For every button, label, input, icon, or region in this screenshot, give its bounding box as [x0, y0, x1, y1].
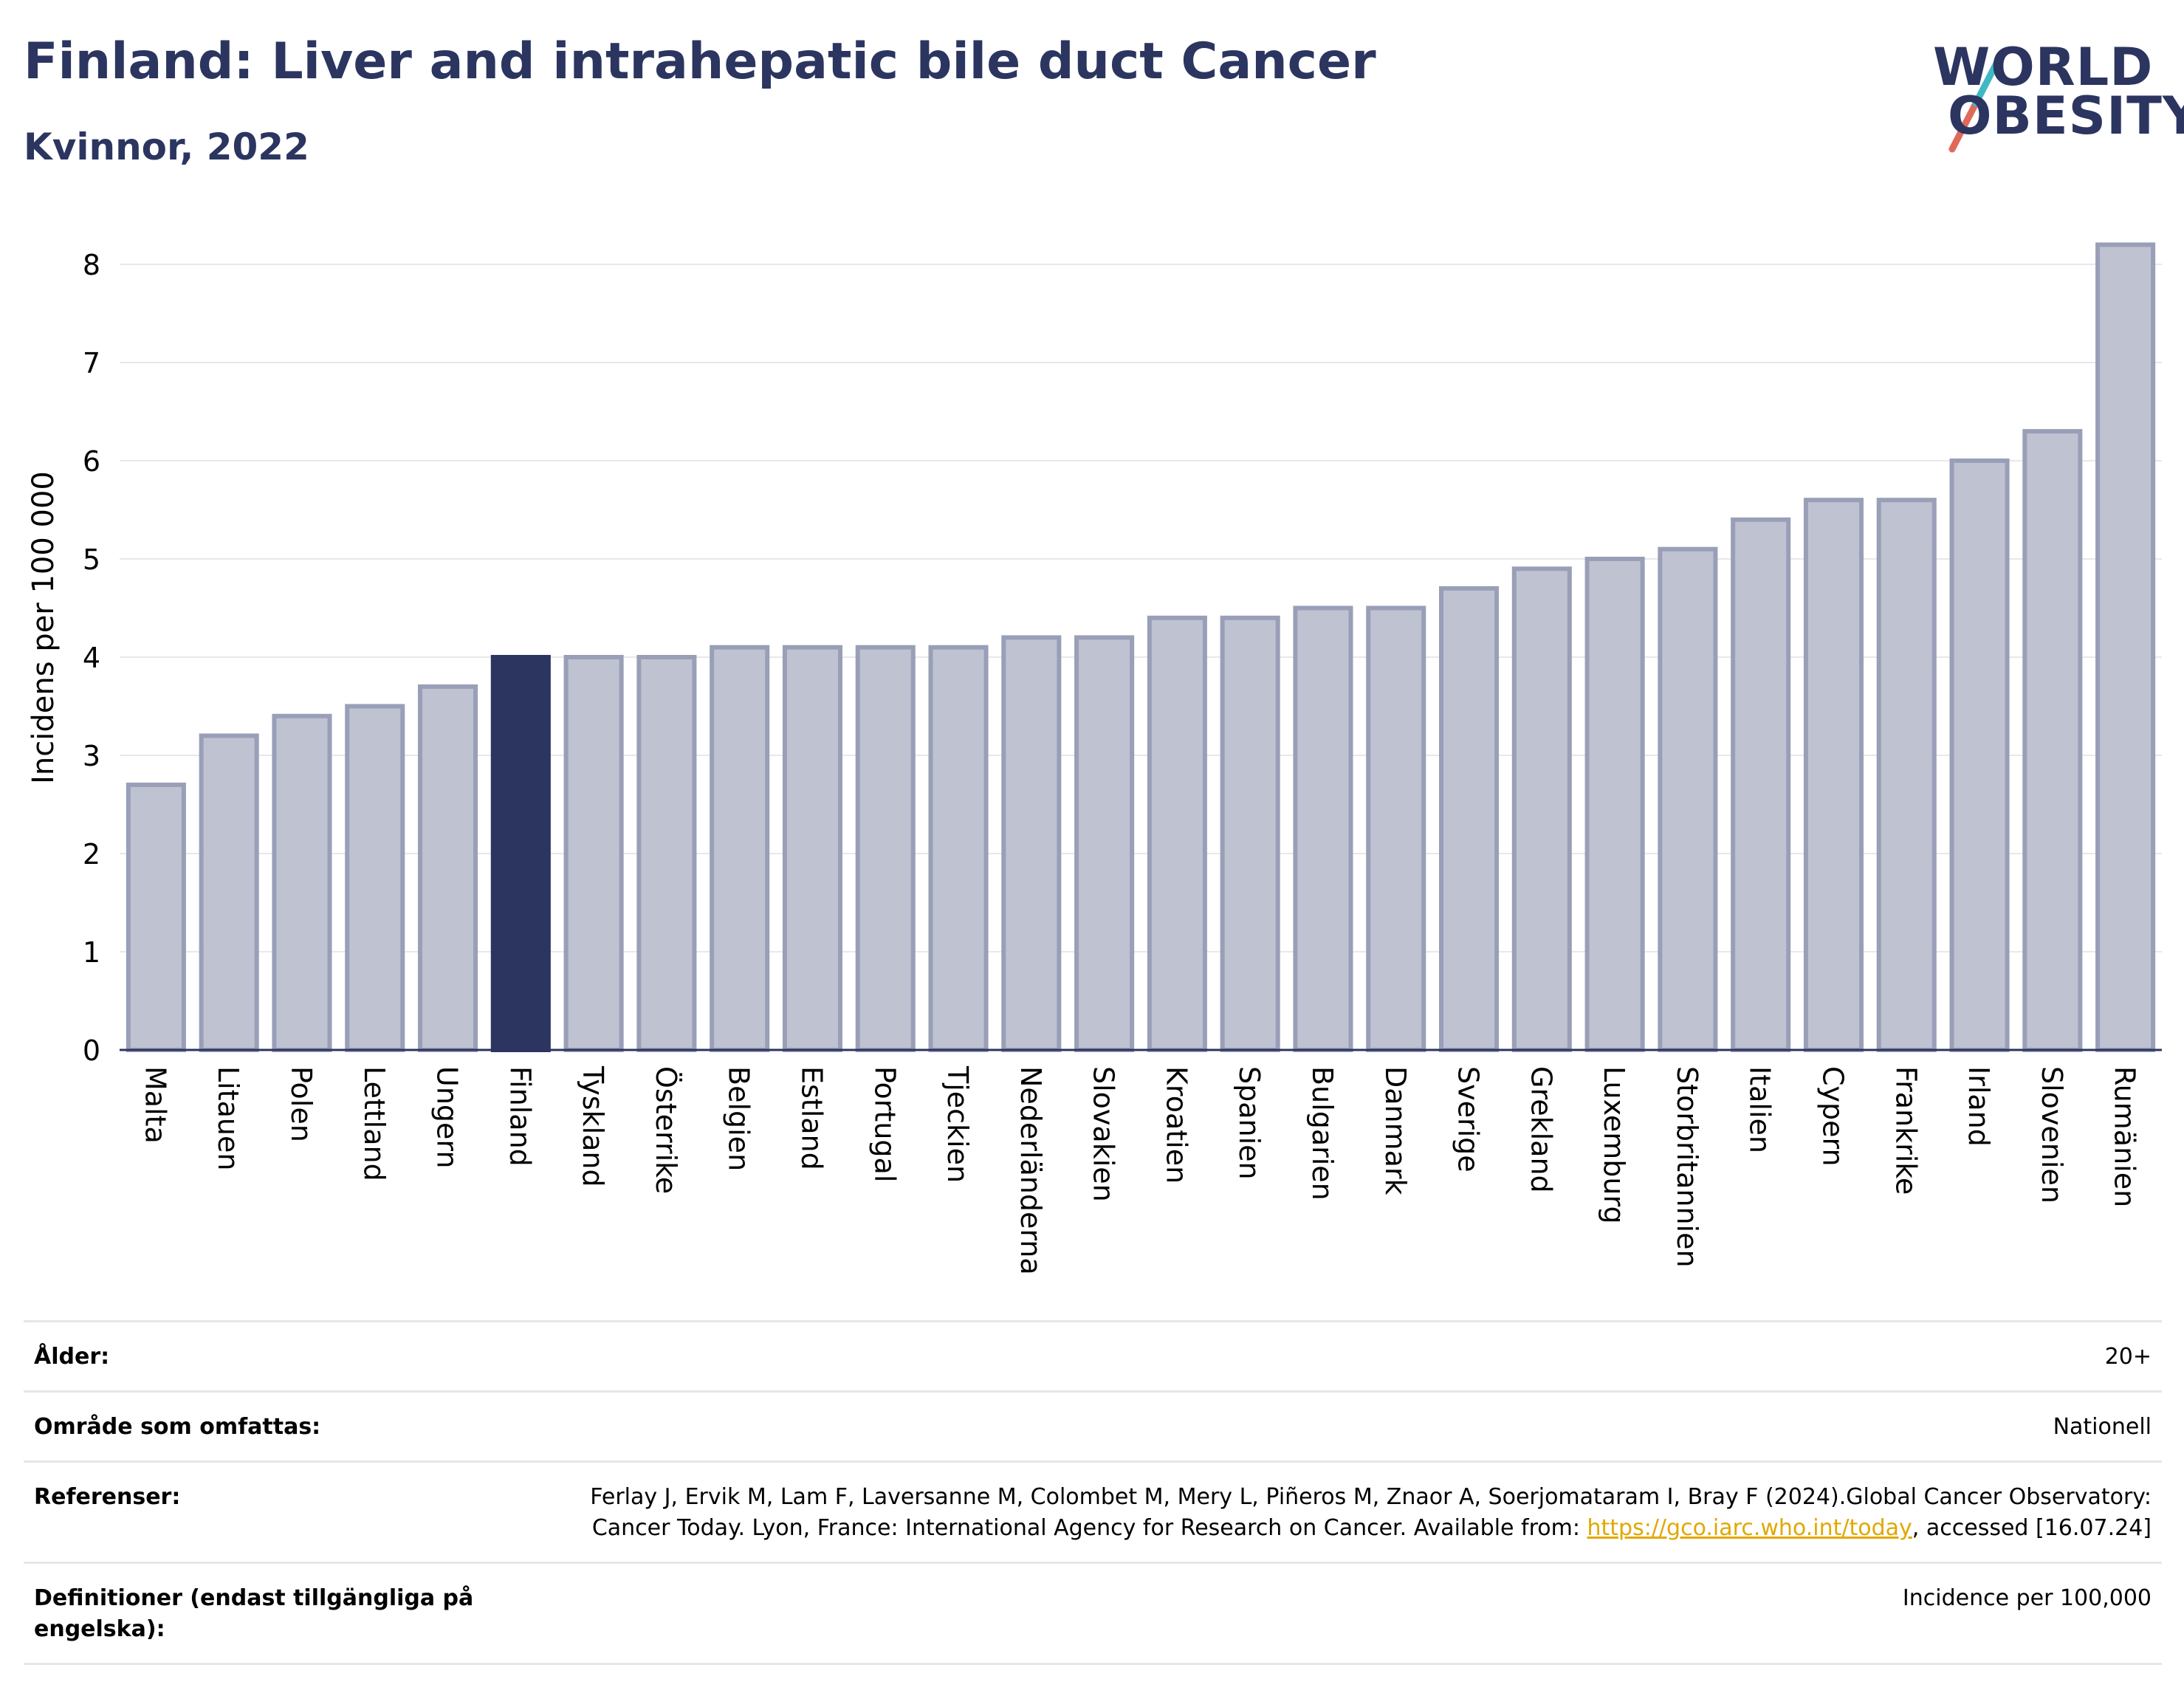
- meta-row-age: Ålder: 20+: [24, 1320, 2162, 1390]
- coverage-label: Område som omfattas:: [34, 1414, 321, 1440]
- x-tick-label: Litauen: [212, 1066, 244, 1170]
- bar-rumänien: [2095, 242, 2156, 1052]
- bar-portugal: [855, 645, 916, 1052]
- x-tick-label: Sverige: [1452, 1066, 1485, 1173]
- x-tick-label: Rumänien: [2109, 1066, 2141, 1207]
- bar-österrike: [636, 655, 697, 1052]
- bar-danmark: [1366, 605, 1426, 1052]
- y-tick-label: 8: [83, 249, 100, 281]
- meta-row-references: Referenser: Ferlay J, Ervik M, Lam F, La…: [24, 1460, 2162, 1562]
- logo-slash-icon: [1948, 51, 2005, 153]
- x-tick-label: Italien: [1744, 1066, 1776, 1153]
- bar-kroatien: [1147, 615, 1207, 1052]
- age-label: Ålder:: [34, 1344, 110, 1370]
- bar-sverige: [1438, 586, 1500, 1052]
- bar-finland: [490, 655, 551, 1052]
- x-tick-label: Spanien: [1233, 1066, 1266, 1180]
- x-tick-label: Malta: [139, 1066, 171, 1144]
- x-tick-label: Bulgarien: [1306, 1066, 1339, 1201]
- bar-belgien: [710, 645, 770, 1052]
- x-tick-label: Belgien: [723, 1066, 755, 1171]
- bars: [126, 242, 2156, 1053]
- bar-italien: [1731, 517, 1791, 1052]
- bar-luxemburg: [1584, 557, 1645, 1052]
- y-tick-label: 6: [83, 445, 100, 478]
- logo-text-line2: OBESITY: [1948, 86, 2184, 146]
- x-tick-label: Slovakien: [1088, 1066, 1120, 1202]
- bar-storbritannien: [1658, 546, 1718, 1052]
- x-tick-label: Irland: [1962, 1066, 1995, 1147]
- bar-litauen: [199, 733, 259, 1053]
- references-value: Ferlay J, Ervik M, Lam F, Laversanne M, …: [527, 1482, 2152, 1544]
- x-tick-label: Slovenien: [2036, 1066, 2068, 1204]
- x-tick-label: Ungern: [431, 1066, 464, 1168]
- references-link[interactable]: https://gco.iarc.who.int/today: [1587, 1515, 1912, 1541]
- bar-cypern: [1803, 498, 1864, 1052]
- x-tick-label: Tjeckien: [941, 1065, 974, 1183]
- y-axis-label: Incidens per 100 000: [27, 471, 61, 784]
- coverage-value: Nationell: [2053, 1414, 2152, 1440]
- meta-row-definitions: Definitioner (endast tillgängliga på eng…: [24, 1562, 2162, 1665]
- y-tick-label: 2: [83, 838, 100, 871]
- meta-row-coverage: Område som omfattas: Nationell: [24, 1390, 2162, 1460]
- page-title: Finland: Liver and intrahepatic bile duc…: [24, 32, 1376, 91]
- bar-estland: [782, 645, 843, 1052]
- x-tick-label: Nederländerna: [1014, 1066, 1047, 1275]
- y-tick-label: 3: [83, 740, 100, 772]
- x-tick-label: Danmark: [1379, 1066, 1412, 1195]
- y-tick-label: 7: [83, 347, 100, 380]
- page-subtitle: Kvinnor, 2022: [24, 126, 309, 168]
- y-tick-label: 1: [83, 936, 100, 969]
- x-tick-label: Österrike: [650, 1066, 682, 1194]
- bar-lettland: [345, 704, 405, 1052]
- x-tick-labels: Malta Litauen Polen Lettland Ungern Finland Ty…: [139, 1065, 2140, 1275]
- logo-text-line1: WORLD: [1933, 37, 2154, 97]
- x-tick-label: Polen: [285, 1066, 317, 1142]
- bar-spanien: [1220, 615, 1280, 1052]
- bar-tyskland: [563, 655, 624, 1052]
- world-obesity-logo: WORLD OBESITY: [1920, 22, 2184, 162]
- bar-irland: [1949, 459, 2010, 1052]
- bar-polen: [272, 713, 332, 1052]
- references-text: Ferlay J, Ervik M, Lam F, Laversanne M, …: [590, 1484, 2152, 1541]
- x-tick-label: Finland: [504, 1066, 536, 1167]
- age-value: 20+: [2104, 1344, 2152, 1370]
- references-label: Referenser:: [34, 1484, 181, 1510]
- x-tick-label: Estland: [795, 1066, 828, 1170]
- y-tick-label: 4: [83, 642, 100, 674]
- x-tick-label: Lettland: [358, 1066, 391, 1181]
- bar-bulgarien: [1293, 605, 1353, 1052]
- references-accessed: , accessed [16.07.24]: [1912, 1515, 2152, 1541]
- x-tick-label: Portugal: [868, 1066, 901, 1182]
- definitions-label: Definitioner (endast tillgängliga på eng…: [34, 1585, 474, 1642]
- x-tick-label: Storbritannien: [1671, 1066, 1703, 1268]
- bar-grekland: [1511, 566, 1572, 1052]
- x-tick-label: Kroatien: [1160, 1066, 1192, 1184]
- bar-slovakien: [1074, 635, 1135, 1052]
- bar-malta: [126, 782, 186, 1053]
- x-tick-label: Cypern: [1816, 1066, 1849, 1167]
- y-tick-labels: 0 1 2 3 4 5 6 7 8: [83, 249, 100, 1067]
- bar-chart: 0 1 2 3 4 5 6 7 8 Malta Litauen Polen Lettland Unger…: [27, 242, 2162, 1275]
- metadata-table: Ålder: 20+ Område som omfattas: Nationel…: [24, 1320, 2162, 1665]
- y-tick-label: 0: [83, 1034, 100, 1067]
- bar-slovenien: [2022, 429, 2083, 1053]
- x-tick-label: Luxemburg: [1598, 1066, 1630, 1224]
- bar-frankrike: [1876, 498, 1937, 1052]
- bar-tjeckien: [928, 645, 989, 1052]
- x-tick-label: Grekland: [1525, 1066, 1557, 1193]
- bar-nederländerna: [1001, 635, 1062, 1052]
- bar-ungern: [417, 684, 478, 1053]
- definitions-value: Incidence per 100,000: [1902, 1585, 2152, 1611]
- y-tick-label: 5: [83, 543, 100, 576]
- x-tick-label: Tyskland: [577, 1065, 609, 1187]
- x-tick-label: Frankrike: [1889, 1066, 1922, 1195]
